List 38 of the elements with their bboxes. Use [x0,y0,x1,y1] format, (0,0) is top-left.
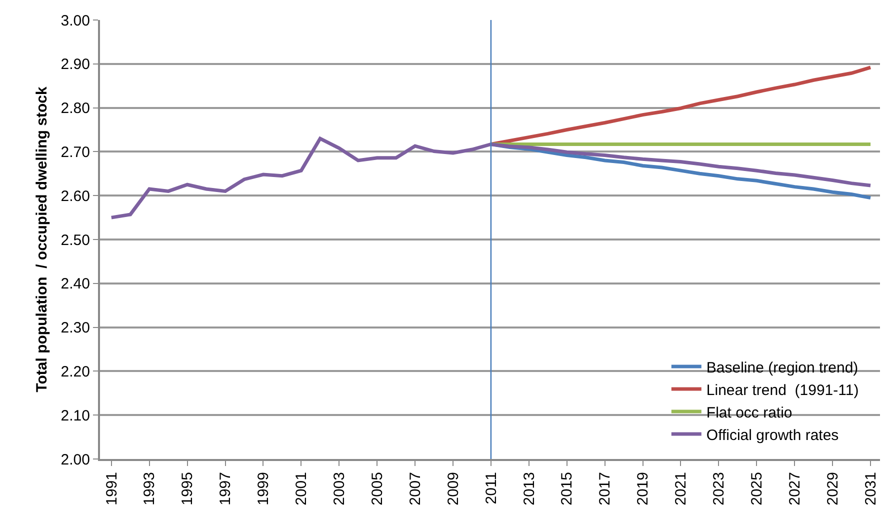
y-tick-label: 2.60 [60,188,90,205]
y-tick-label: 2.10 [60,407,90,424]
x-tick-label: 2019 [634,472,652,506]
y-tick-label: 2.40 [60,276,90,293]
y-tick-label: 2.20 [60,363,90,380]
y-tick-label: 2.70 [60,144,90,161]
x-tick-label: 2031 [862,472,880,506]
line-series [110,136,872,220]
y-tick-label: 3.00 [60,12,90,30]
x-tick-label: 1991 [103,472,120,506]
legend-label: Flat occ ratio [706,404,792,422]
x-tick-label: 2023 [710,472,728,506]
y-tick-label: 2.90 [60,56,90,74]
x-tick-label: 1999 [255,472,272,506]
x-tick-label: 2027 [786,472,804,506]
x-tick-label: 2009 [444,472,462,506]
y-tick-label: 2.50 [60,232,90,249]
legend-label: Official growth rates [706,426,839,444]
x-tick-label: 2011 [482,472,500,504]
x-tick-label: 2003 [330,472,348,506]
y-tick-label: 2.80 [60,100,90,118]
legend-label: Baseline (region trend) [706,359,858,376]
x-tick-label: 2015 [558,472,576,506]
x-tick-label: 1995 [179,472,196,506]
x-tick-label: 2005 [368,472,386,506]
x-tick-label: 2017 [596,472,614,506]
x-tick-label: 2021 [672,472,690,506]
y-tick-label: 2.30 [60,320,90,337]
x-tick-label: 2001 [293,472,310,506]
y-tick-label: 2.00 [60,451,90,468]
x-tick-label: 2013 [520,472,538,506]
y-axis-title: Total population / occupied dwelling stock [34,86,51,392]
x-tick-label: 2025 [748,472,766,506]
legend-label: Linear trend (1991-11) [706,382,859,399]
x-tick-label: 2007 [406,472,424,506]
x-tick-label: 1997 [217,472,234,506]
x-tick-label: 2029 [824,472,842,506]
x-tick-label: 1993 [141,472,158,506]
